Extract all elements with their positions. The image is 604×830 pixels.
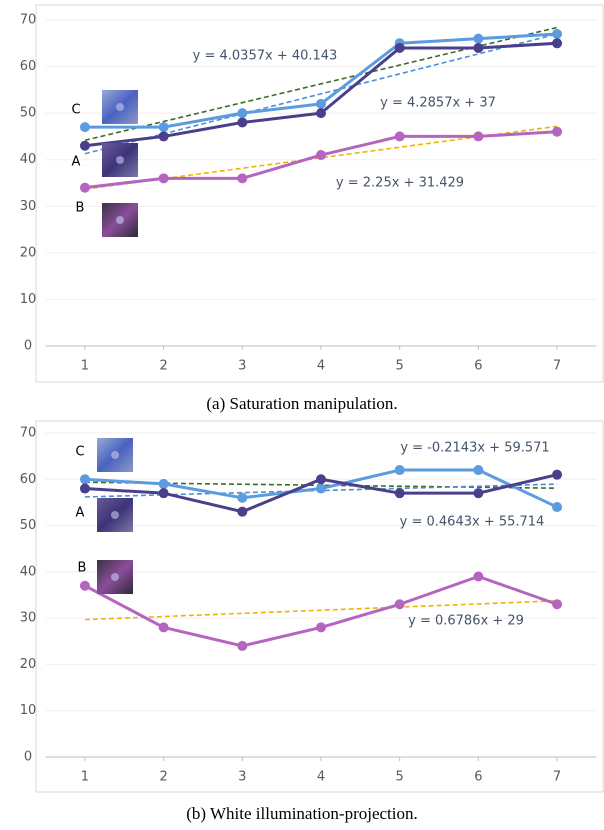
data-point [395,488,405,498]
data-point [237,493,247,503]
x-tick-label: 7 [553,359,561,374]
x-tick-label: 7 [553,770,561,785]
x-tick-label: 2 [159,770,167,785]
y-tick-label: 20 [20,245,37,260]
x-tick-label: 3 [238,770,246,785]
chart: 0 10 20 30 40 50 60 70 1 2 3 4 5 6 7 Cy = 4.0357x + 40.… [20,5,603,382]
y-tick-label: 30 [20,199,37,214]
x-tick-label: 6 [474,770,482,785]
x-tick-label: 5 [396,359,404,374]
x-tick-label: 1 [81,770,89,785]
trendline-equation: y = 4.2857x + 37 [380,96,496,111]
y-tick-label: 70 [20,426,37,441]
data-point [159,622,169,632]
data-point [552,29,562,39]
data-point [159,131,169,141]
y-tick-label: 0 [24,750,32,765]
caption: (a) Saturation manipulation. [206,394,397,413]
y-tick-label: 50 [20,106,37,121]
x-tick-label: 4 [317,770,325,785]
y-tick-label: 60 [20,59,37,74]
series-label: A [72,155,81,170]
data-point [316,622,326,632]
y-tick-label: 40 [20,152,37,167]
data-point [80,122,90,132]
caption: (b) White illumination-projection. [186,804,418,823]
data-point [552,127,562,137]
data-point [159,479,169,489]
data-point [316,99,326,109]
data-point [159,173,169,183]
y-tick-label: 10 [20,292,37,307]
data-point [80,484,90,494]
flower-center [111,573,119,581]
data-point [80,183,90,193]
data-point [395,43,405,53]
flower-center [111,511,119,519]
y-tick-label: 70 [20,13,37,28]
data-point [473,43,483,53]
page: 0102030405060701234567Cy = 4.0357x + 40.… [0,0,604,830]
data-point [237,117,247,127]
flower-center [116,156,124,164]
data-point [552,470,562,480]
y-tick-label: 50 [20,518,37,533]
data-point [395,599,405,609]
data-point [316,108,326,118]
figure: 0102030405060701234567Cy = 4.0357x + 40.… [0,0,604,830]
x-tick-label: 1 [81,359,89,374]
data-point [552,502,562,512]
x-tick-label: 2 [159,359,167,374]
data-point [80,474,90,484]
data-point [237,108,247,118]
data-point [395,131,405,141]
data-point [552,599,562,609]
trendline-equation: y = -0.2143x + 59.571 [400,441,549,456]
data-point [473,34,483,44]
data-point [473,131,483,141]
data-point [237,173,247,183]
y-tick-label: 30 [20,611,37,626]
x-tick-label: 6 [474,359,482,374]
flower-center [111,451,119,459]
y-tick-label: 40 [20,564,37,579]
series-label: C [75,445,84,460]
data-point [552,38,562,48]
data-point [159,488,169,498]
trendline-equation: y = 4.0357x + 40.143 [193,49,338,64]
data-point [473,465,483,475]
y-tick-label: 20 [20,657,37,672]
data-point [473,488,483,498]
data-point [80,581,90,591]
x-tick-label: 5 [396,770,404,785]
trendline-equation: y = 0.6786x + 29 [408,614,524,629]
flower-center [116,216,124,224]
data-point [395,465,405,475]
trendline-equation: y = 2.25x + 31.429 [336,176,464,191]
data-point [80,141,90,151]
series-label: A [76,506,85,521]
series-label: C [71,103,80,118]
x-tick-label: 3 [238,359,246,374]
x-tick-label: 4 [317,359,325,374]
series-label: B [76,201,85,216]
data-point [316,150,326,160]
y-tick-label: 60 [20,472,37,487]
data-point [159,122,169,132]
flower-center [116,103,124,111]
y-tick-label: 0 [24,339,32,354]
y-tick-label: 10 [20,703,37,718]
trendline-equation: y = 0.4643x + 55.714 [400,515,545,530]
series-label: B [78,561,87,576]
data-point [316,484,326,494]
data-point [237,507,247,517]
data-point [473,571,483,581]
data-point [316,474,326,484]
data-point [237,641,247,651]
